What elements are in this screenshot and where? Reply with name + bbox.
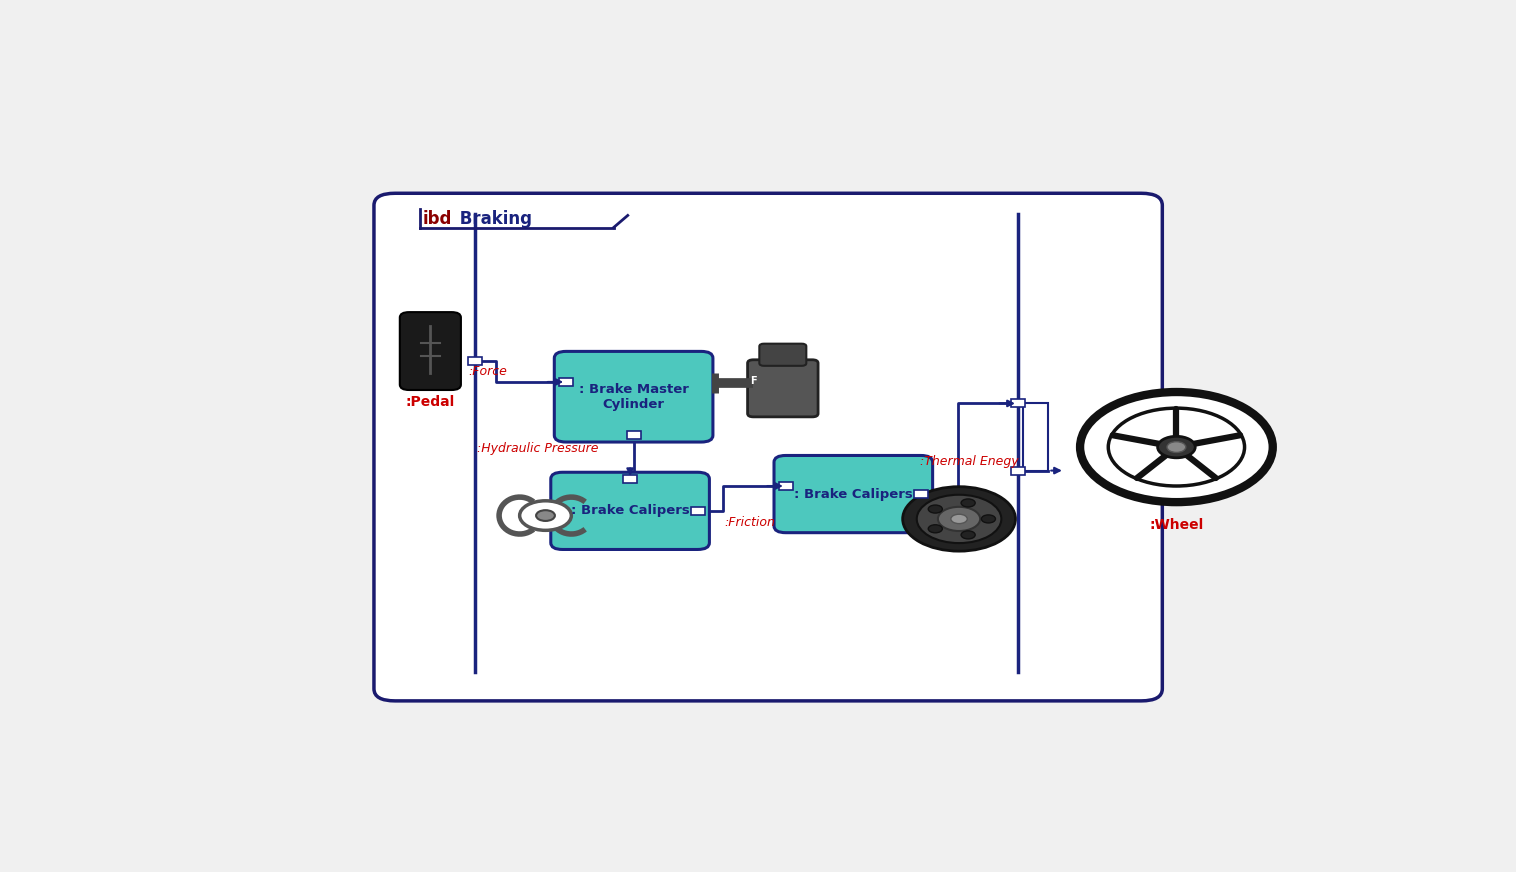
Circle shape	[902, 487, 1016, 551]
Text: :Force: :Force	[468, 364, 508, 378]
FancyBboxPatch shape	[775, 455, 932, 533]
Bar	[623, 475, 637, 483]
FancyBboxPatch shape	[550, 473, 709, 549]
Text: : Brake Master
Cylinder: : Brake Master Cylinder	[579, 383, 688, 411]
Bar	[779, 482, 793, 490]
Circle shape	[961, 531, 975, 539]
Text: Braking: Braking	[453, 209, 532, 228]
Circle shape	[520, 501, 572, 530]
Text: F: F	[750, 377, 756, 386]
Circle shape	[961, 499, 975, 507]
FancyBboxPatch shape	[374, 194, 1163, 701]
Text: :Thermal Enegy: :Thermal Enegy	[920, 455, 1019, 468]
Circle shape	[928, 505, 943, 513]
Circle shape	[1108, 408, 1245, 486]
Text: :Pedal: :Pedal	[406, 395, 455, 409]
Bar	[468, 358, 482, 365]
FancyBboxPatch shape	[760, 344, 807, 366]
Bar	[691, 507, 705, 514]
FancyBboxPatch shape	[747, 360, 819, 417]
Text: :Friction: :Friction	[725, 515, 775, 528]
Circle shape	[1167, 442, 1186, 453]
Circle shape	[928, 525, 943, 533]
Bar	[559, 378, 573, 386]
Bar	[1022, 404, 1049, 471]
Circle shape	[1158, 436, 1195, 458]
Text: ibd: ibd	[421, 209, 452, 228]
Circle shape	[537, 510, 555, 521]
FancyBboxPatch shape	[400, 312, 461, 390]
Text: :Hydraulic Pressure: :Hydraulic Pressure	[478, 442, 599, 455]
Bar	[626, 432, 641, 439]
FancyBboxPatch shape	[555, 351, 713, 442]
Circle shape	[917, 494, 1002, 543]
Text: :Wheel: :Wheel	[1149, 518, 1204, 532]
Text: : Brake Calipers: : Brake Calipers	[570, 504, 690, 517]
Circle shape	[938, 507, 981, 531]
Bar	[1011, 399, 1025, 407]
Circle shape	[951, 514, 967, 523]
Circle shape	[1079, 392, 1273, 502]
Text: : Brake Calipers: : Brake Calipers	[794, 487, 913, 501]
Bar	[1011, 467, 1025, 474]
Circle shape	[981, 514, 996, 523]
Bar	[914, 490, 928, 498]
